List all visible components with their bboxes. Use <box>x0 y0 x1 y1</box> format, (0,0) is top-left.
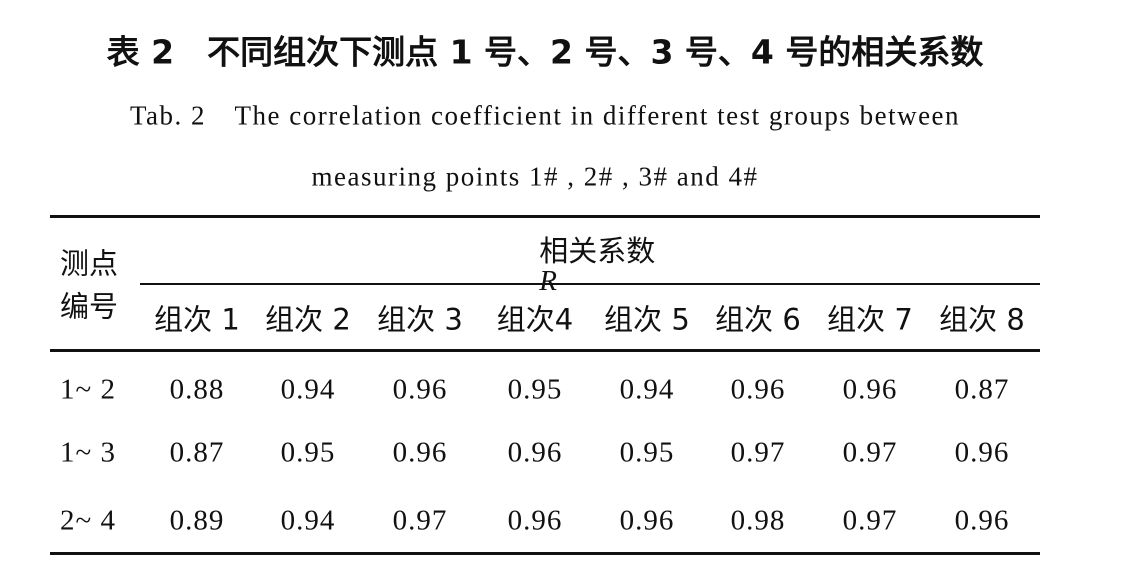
row-label: 1~ 2 <box>60 373 116 406</box>
cell: 0.94 <box>280 373 336 406</box>
cell: 0.89 <box>169 504 225 537</box>
row-header: 测点 <box>60 246 119 281</box>
column-header: 组次 1 <box>154 302 240 337</box>
header-rule <box>50 349 1040 352</box>
column-header: 组次 2 <box>265 302 351 337</box>
row-label: 2~ 4 <box>60 504 116 537</box>
cell: 0.97 <box>842 436 898 469</box>
cell: 0.96 <box>392 436 448 469</box>
caption-cn: 表 2 不同组次下测点 1 号、2 号、3 号、4 号的相关系数 <box>106 32 984 72</box>
cell: 0.88 <box>169 373 225 406</box>
cell: 0.97 <box>730 436 786 469</box>
row-header: 编号 <box>60 289 119 324</box>
row-label: 1~ 3 <box>60 436 116 469</box>
cell: 0.95 <box>619 436 675 469</box>
group-header-text: 相关系数 <box>539 234 656 268</box>
column-header: 组次 3 <box>377 302 463 337</box>
top-rule <box>50 215 1040 218</box>
cell: 0.95 <box>507 373 563 406</box>
cell: 0.87 <box>169 436 225 469</box>
cell: 0.96 <box>507 504 563 537</box>
column-header: 组次 7 <box>827 302 913 337</box>
cell: 0.98 <box>730 504 786 537</box>
column-header: 组次 8 <box>939 302 1025 337</box>
caption-en: Tab. 2 The correlation coefficient in di… <box>129 100 961 131</box>
column-header: 组次 5 <box>604 302 690 337</box>
bottom-rule <box>50 552 1040 555</box>
cell: 0.97 <box>392 504 448 537</box>
cell: 0.96 <box>619 504 675 537</box>
group-header: 相关系数 R <box>525 208 656 297</box>
cell: 0.96 <box>954 504 1010 537</box>
cell: 0.96 <box>507 436 563 469</box>
group-header-symbol: R <box>539 265 557 297</box>
caption-en: measuring points 1# , 2# , 3# and 4# <box>311 161 759 192</box>
cell: 0.87 <box>954 373 1010 406</box>
column-header: 组次4 <box>496 302 574 337</box>
cell: 0.94 <box>280 504 336 537</box>
cell: 0.95 <box>280 436 336 469</box>
cell: 0.96 <box>730 373 786 406</box>
cell: 0.97 <box>842 504 898 537</box>
cell: 0.96 <box>954 436 1010 469</box>
mid-rule <box>140 283 1040 285</box>
cell: 0.96 <box>842 373 898 406</box>
column-header: 组次 6 <box>715 302 801 337</box>
cell: 0.94 <box>619 373 675 406</box>
cell: 0.96 <box>392 373 448 406</box>
